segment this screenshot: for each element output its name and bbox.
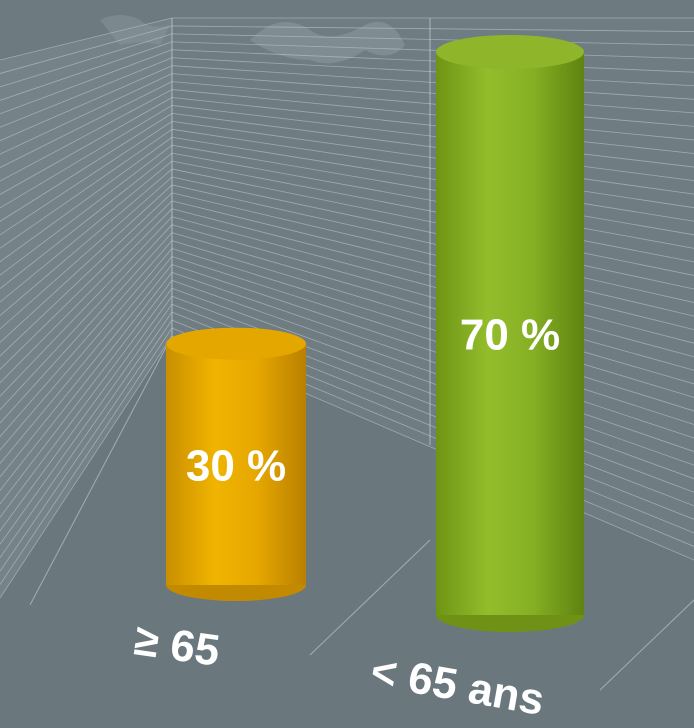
data-label: 30 % bbox=[186, 441, 286, 490]
grid-line bbox=[0, 208, 173, 384]
grid-line bbox=[0, 33, 173, 88]
grid-line bbox=[0, 152, 173, 289]
grid-line bbox=[171, 279, 694, 466]
grid-line bbox=[171, 105, 694, 168]
grid-line bbox=[0, 121, 173, 236]
grid-line bbox=[0, 49, 173, 115]
grid-line bbox=[0, 288, 173, 518]
grid-line bbox=[171, 240, 694, 398]
grid-line bbox=[0, 25, 173, 74]
floor-edge bbox=[29, 335, 173, 606]
grid-line bbox=[171, 41, 694, 60]
grid-line bbox=[0, 264, 173, 478]
grid-line bbox=[171, 57, 694, 87]
grid-line bbox=[0, 136, 173, 263]
grid-line bbox=[0, 224, 173, 410]
grid-line bbox=[0, 272, 173, 491]
grid-line bbox=[171, 248, 694, 412]
splatter-decoration bbox=[250, 21, 405, 64]
grid-line bbox=[0, 168, 173, 316]
grid-line bbox=[171, 287, 694, 480]
grid-line bbox=[0, 319, 173, 572]
category-label: ≥ 65 bbox=[131, 615, 222, 675]
grid-line bbox=[0, 128, 173, 249]
grid-line bbox=[171, 224, 694, 371]
grid-line bbox=[0, 248, 173, 451]
bar bbox=[436, 35, 584, 632]
grid-line bbox=[0, 17, 173, 61]
grid-line bbox=[0, 81, 173, 168]
grid-line bbox=[0, 200, 173, 370]
grid-line bbox=[171, 232, 694, 385]
floor-edge bbox=[309, 539, 431, 656]
grid-line bbox=[0, 160, 173, 303]
grid-line bbox=[171, 128, 694, 209]
grid-line bbox=[0, 296, 173, 531]
grid-line bbox=[171, 184, 694, 303]
grid-line bbox=[171, 136, 694, 222]
grid-line bbox=[171, 120, 694, 195]
grid-line bbox=[171, 176, 694, 290]
bars bbox=[166, 35, 584, 632]
left-wall bbox=[0, 18, 172, 598]
grid-line bbox=[171, 192, 694, 317]
data-label: 70 % bbox=[460, 311, 560, 360]
grid-line bbox=[0, 65, 173, 142]
grid-line bbox=[171, 200, 694, 331]
bar-body bbox=[166, 343, 306, 585]
grid-line bbox=[171, 264, 694, 439]
grid-line bbox=[171, 216, 694, 358]
grid-line bbox=[171, 208, 694, 344]
grid-line bbox=[0, 184, 173, 343]
grid-line bbox=[0, 144, 173, 276]
grid-line bbox=[0, 216, 173, 397]
grid-line bbox=[0, 280, 173, 505]
grid-line bbox=[171, 113, 694, 181]
grid-line bbox=[0, 327, 173, 585]
splatter-decoration bbox=[100, 15, 170, 45]
grid-line bbox=[171, 168, 694, 276]
grid-line bbox=[171, 33, 694, 46]
bar-top bbox=[436, 35, 584, 69]
grid-line bbox=[171, 25, 694, 32]
grid-line bbox=[0, 232, 173, 424]
grid-line bbox=[0, 105, 173, 209]
bar-body bbox=[436, 52, 584, 615]
bar-top bbox=[166, 327, 306, 360]
grid-line bbox=[0, 113, 173, 222]
grid-line bbox=[0, 89, 173, 182]
grid-line bbox=[171, 152, 694, 249]
grid-lines bbox=[0, 17, 694, 691]
grid-line bbox=[171, 81, 694, 127]
grid-line bbox=[171, 89, 694, 141]
grid-line bbox=[0, 97, 173, 195]
grid-line bbox=[171, 65, 694, 100]
grid-line bbox=[0, 192, 173, 357]
grid-line bbox=[0, 73, 173, 155]
grid-line bbox=[171, 144, 694, 236]
floor-edge bbox=[599, 599, 694, 691]
grid-line bbox=[0, 256, 173, 464]
grid-line bbox=[171, 49, 694, 73]
grid-line bbox=[0, 335, 173, 599]
grid-line bbox=[171, 160, 694, 263]
grid-line bbox=[171, 256, 694, 425]
grid-line bbox=[171, 97, 694, 154]
grid-line bbox=[171, 73, 694, 114]
grid-line bbox=[0, 303, 173, 545]
bar bbox=[166, 327, 306, 601]
grid-line bbox=[0, 57, 173, 128]
grid-line bbox=[0, 41, 173, 101]
grid-line bbox=[0, 240, 173, 437]
grid-line bbox=[0, 176, 173, 330]
grid-line bbox=[0, 311, 173, 558]
grid-line bbox=[171, 272, 694, 452]
